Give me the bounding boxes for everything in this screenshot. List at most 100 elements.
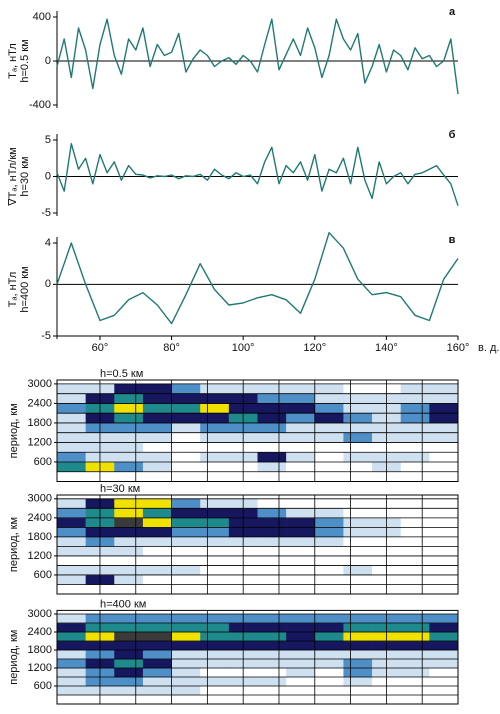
heat-cell [400,623,430,633]
heat-cell [400,432,430,443]
y-tick-label: 1800 [28,644,52,656]
plot-frame [56,494,459,595]
heat-cell [343,413,373,424]
heat-cell [171,641,201,651]
panel-letter: а [449,6,456,18]
heat-cell [200,403,230,414]
heat-cell [429,641,459,651]
heat-cell [200,536,230,547]
heat-cell [114,432,144,443]
heat-cell [142,461,172,473]
heat-cell [257,659,287,669]
heat-cell [114,471,144,482]
heat-cell [142,432,172,443]
heat-cell [257,623,287,633]
heat-cell [286,650,316,660]
heat-cell [200,686,230,696]
heat-cell [114,403,144,414]
heat-cell [257,432,287,443]
heat-cell [257,471,287,482]
heat-cell [286,403,316,414]
x-tick-label: 100° [232,342,255,354]
heat-cell [343,393,373,404]
heat-cell [400,498,430,509]
heat-cell [257,452,287,463]
heat-cell [114,527,144,538]
x-tick-label: 80° [163,342,180,354]
heat-cell [314,632,344,642]
heat-cell [400,659,430,669]
heat-cell [57,677,86,687]
heat-cell [314,641,344,651]
heat-cell [114,641,144,651]
heat-cell [429,403,459,414]
heat-cell [314,686,344,696]
heat-cell [171,442,201,453]
heat-cell [142,555,172,566]
heat-cell [142,517,172,528]
heat-cell [114,574,144,585]
heat-cell [286,508,316,519]
y-label: Tₐ, нТл [7,43,19,79]
heat-cell [314,614,344,624]
heat-cell [114,623,144,633]
heat-cell [343,432,373,443]
heat-cell [429,614,459,624]
heat-cell [57,422,86,434]
heat-cell [114,565,144,576]
x-unit: в. д. [478,342,499,354]
heat-cell [114,461,144,473]
heat-cell [286,565,316,576]
heat-cell [400,632,430,642]
heat-cell [343,546,373,557]
y-tick-label: 2400 [28,626,52,638]
y-label: период, км [8,630,20,685]
heat-cell [400,565,430,576]
heat-cell [114,695,144,705]
heat-cell [114,517,144,528]
heat-cell [171,393,201,404]
heat-cell [57,614,86,624]
y-tick-label: 600 [34,680,52,692]
panel-letter: в [449,234,456,246]
heat-cell [171,517,201,528]
heat-cell [314,659,344,669]
heat-cell [429,555,459,566]
heat-cell [286,498,316,509]
heat-cell [142,527,172,538]
heat-cell [314,546,344,557]
heat-cell [171,508,201,519]
y-label: Tₐ, нТл [7,272,19,308]
heat-cell [171,432,201,443]
heat-cell [114,668,144,678]
heat-cell [429,565,459,576]
heat-cell [114,686,144,696]
heat-cell [286,574,316,585]
heat-cell [286,695,316,705]
heat-cell [343,403,373,414]
plot-frame [56,379,459,482]
heat-cell [171,413,201,424]
y-tick-label: -5 [41,330,51,342]
heat-cell [400,442,430,453]
heat-cell [57,574,86,585]
heat-cell [200,677,230,687]
heat-cell [200,695,230,705]
heat-cell [314,461,344,473]
heat-cell [200,574,230,585]
heat-cell [171,498,201,509]
heat-cell [400,574,430,585]
heat-cell [171,574,201,585]
heat-cell [343,632,373,642]
heat-cell [400,668,430,678]
heat-cell [200,623,230,633]
heat-cell [314,413,344,424]
heat-cell [142,565,172,576]
heat-cell [57,383,86,394]
heat-cell [314,623,344,633]
data-line [56,142,459,206]
y-tick-label: 2400 [28,512,52,524]
y-tick-label: 400 [33,11,51,23]
y-tick-label: 1200 [28,550,52,562]
heat-cell [400,584,430,595]
